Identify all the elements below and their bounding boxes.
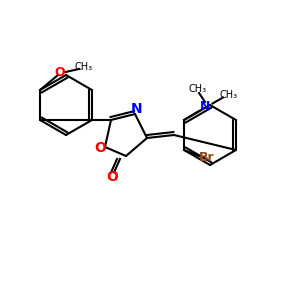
Text: CH₃: CH₃ — [74, 62, 93, 73]
Text: Br: Br — [199, 151, 214, 164]
Text: O: O — [106, 170, 119, 184]
Text: N: N — [131, 103, 142, 116]
Text: O: O — [54, 65, 65, 79]
Text: O: O — [94, 142, 106, 155]
Text: CH₃: CH₃ — [188, 83, 207, 94]
Text: N: N — [200, 100, 210, 113]
Text: CH₃: CH₃ — [220, 90, 238, 100]
